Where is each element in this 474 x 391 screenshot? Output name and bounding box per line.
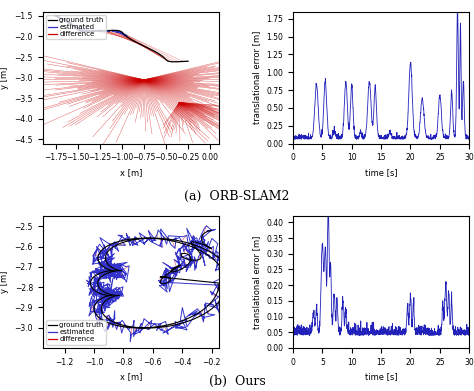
Y-axis label: translational error [m]: translational error [m] [252,235,261,329]
X-axis label: x [m]: x [m] [119,168,142,177]
X-axis label: x [m]: x [m] [119,372,142,381]
Y-axis label: y [m]: y [m] [0,66,9,89]
X-axis label: time [s]: time [s] [365,168,397,177]
Text: (a)  ORB-SLAM2: (a) ORB-SLAM2 [184,190,290,203]
Y-axis label: translational error [m]: translational error [m] [252,31,261,124]
Legend: ground truth, estimated, difference: ground truth, estimated, difference [46,15,106,39]
Y-axis label: y [m]: y [m] [0,271,9,293]
Text: (b)  Ours: (b) Ours [209,375,265,388]
Legend: ground truth, estimated, difference: ground truth, estimated, difference [46,320,106,344]
X-axis label: time [s]: time [s] [365,372,397,381]
